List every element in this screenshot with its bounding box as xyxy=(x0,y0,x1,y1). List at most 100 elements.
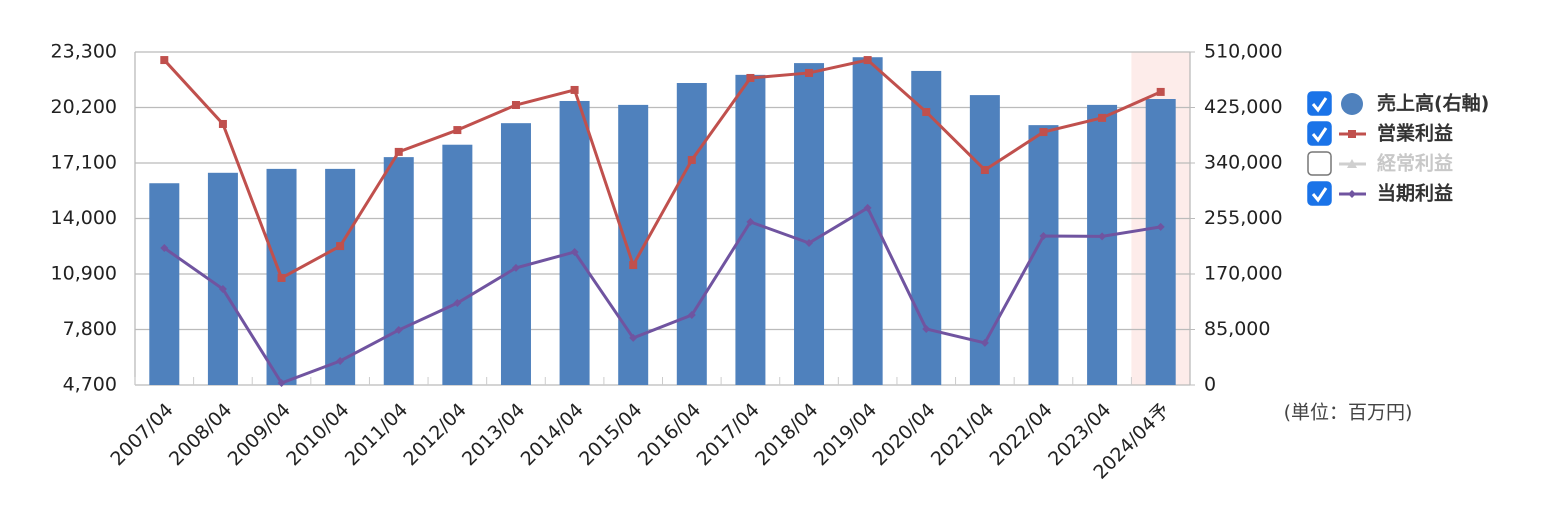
y2-tick-label: 85,000 xyxy=(1204,318,1270,340)
y2-tick-label: 340,000 xyxy=(1204,152,1283,174)
checkmark xyxy=(1311,127,1328,143)
y-tick-label: 14,000 xyxy=(51,207,117,229)
bar xyxy=(735,74,766,386)
legend-checkbox[interactable] xyxy=(1307,181,1332,206)
legend-checkbox[interactable] xyxy=(1307,121,1332,146)
x-tick-label: 2010/04 xyxy=(282,399,353,470)
line-marker xyxy=(570,85,579,94)
x-tick-label: 2014/04 xyxy=(517,399,588,470)
y2-tick-label: 170,000 xyxy=(1204,263,1283,285)
bar xyxy=(969,95,1000,385)
bar xyxy=(500,123,531,385)
bar xyxy=(1145,99,1176,385)
x-tick-label: 2015/04 xyxy=(575,399,646,470)
line xyxy=(163,205,1161,385)
x-tick-label: 2020/04 xyxy=(868,399,939,470)
y-tick-label: 20,200 xyxy=(51,96,117,118)
line-marker xyxy=(980,165,989,174)
line-marker xyxy=(1098,232,1107,241)
y2-tick-label: 255,000 xyxy=(1204,207,1283,229)
line-marker xyxy=(746,217,755,226)
legend-label[interactable]: 売上高(右軸) xyxy=(1377,92,1489,115)
bar xyxy=(1087,104,1118,385)
line-marker xyxy=(687,310,696,319)
line-marker xyxy=(511,263,520,272)
x-tick-label: 2019/04 xyxy=(810,399,881,470)
x-tick-label: 2018/04 xyxy=(751,399,822,470)
legend-marker xyxy=(1347,159,1357,168)
x-tick-label: 2008/04 xyxy=(165,399,236,470)
legend-label[interactable]: 当期利益 xyxy=(1377,182,1453,205)
checkmark xyxy=(1311,97,1328,113)
x-tick-label: 2011/04 xyxy=(341,399,412,470)
legend-checkbox[interactable] xyxy=(1307,151,1332,176)
x-tick-label: 2013/04 xyxy=(458,399,529,470)
legend-checkbox[interactable] xyxy=(1307,91,1332,116)
y-tick-label: 4,700 xyxy=(63,374,117,396)
x-tick-label: 2007/04 xyxy=(106,399,177,470)
line xyxy=(163,58,1162,281)
legend-marker xyxy=(1348,190,1356,198)
line-marker xyxy=(336,357,345,366)
bar xyxy=(794,63,825,385)
bar xyxy=(325,168,356,385)
line-marker xyxy=(336,242,345,251)
line-marker xyxy=(1039,232,1048,241)
checkmark xyxy=(1311,187,1328,203)
line-marker xyxy=(394,147,403,156)
line-marker xyxy=(629,261,638,270)
y-tick-label: 7,800 xyxy=(63,318,117,340)
line-marker xyxy=(453,126,462,135)
line-marker xyxy=(805,68,814,77)
line-marker xyxy=(629,333,638,342)
bar xyxy=(149,183,180,385)
legend-marker xyxy=(1341,93,1363,115)
bar xyxy=(852,57,883,385)
line-marker xyxy=(1039,128,1048,137)
line-marker xyxy=(160,244,169,253)
line-marker xyxy=(922,107,931,116)
line-marker xyxy=(805,239,814,248)
line-marker xyxy=(980,338,989,347)
legend-label[interactable]: 営業利益 xyxy=(1377,122,1453,145)
x-tick-label: 2016/04 xyxy=(634,399,705,470)
line-marker xyxy=(687,155,696,164)
line-marker xyxy=(453,299,462,308)
bar xyxy=(442,144,473,385)
line-marker xyxy=(922,324,931,333)
x-tick-label: 2021/04 xyxy=(927,399,998,470)
x-tick-label: 2017/04 xyxy=(692,399,763,470)
bar xyxy=(383,157,414,385)
line-marker xyxy=(218,119,227,128)
line-marker xyxy=(863,203,872,212)
y-tick-label: 10,900 xyxy=(51,263,117,285)
line-marker xyxy=(218,285,227,294)
line-marker xyxy=(1098,113,1107,122)
legend-marker xyxy=(1348,130,1356,138)
line-marker xyxy=(277,379,286,388)
y2-tick-label: 510,000 xyxy=(1204,41,1283,63)
line-marker xyxy=(394,326,403,335)
y-tick-label: 17,100 xyxy=(51,152,117,174)
bar xyxy=(559,100,590,386)
unit-note: (単位：百万円) xyxy=(1284,402,1413,424)
bar xyxy=(676,83,707,385)
line-marker xyxy=(746,73,755,82)
x-tick-label: 2012/04 xyxy=(399,399,470,470)
line-marker xyxy=(863,56,872,65)
line-marker xyxy=(1156,87,1165,96)
y2-tick-label: 425,000 xyxy=(1204,96,1283,118)
y2-tick-label: 0 xyxy=(1204,374,1216,396)
line-marker xyxy=(277,273,286,282)
y-tick-label: 23,300 xyxy=(51,41,117,63)
legend-label[interactable]: 経常利益 xyxy=(1377,152,1453,175)
line-marker xyxy=(570,247,579,256)
bar xyxy=(911,70,942,385)
x-tick-label: 2009/04 xyxy=(224,399,295,470)
line-marker xyxy=(1156,222,1165,231)
bar xyxy=(207,172,238,385)
line-marker xyxy=(511,100,520,109)
x-tick-label: 2022/04 xyxy=(986,399,1057,470)
line-marker xyxy=(160,56,169,65)
